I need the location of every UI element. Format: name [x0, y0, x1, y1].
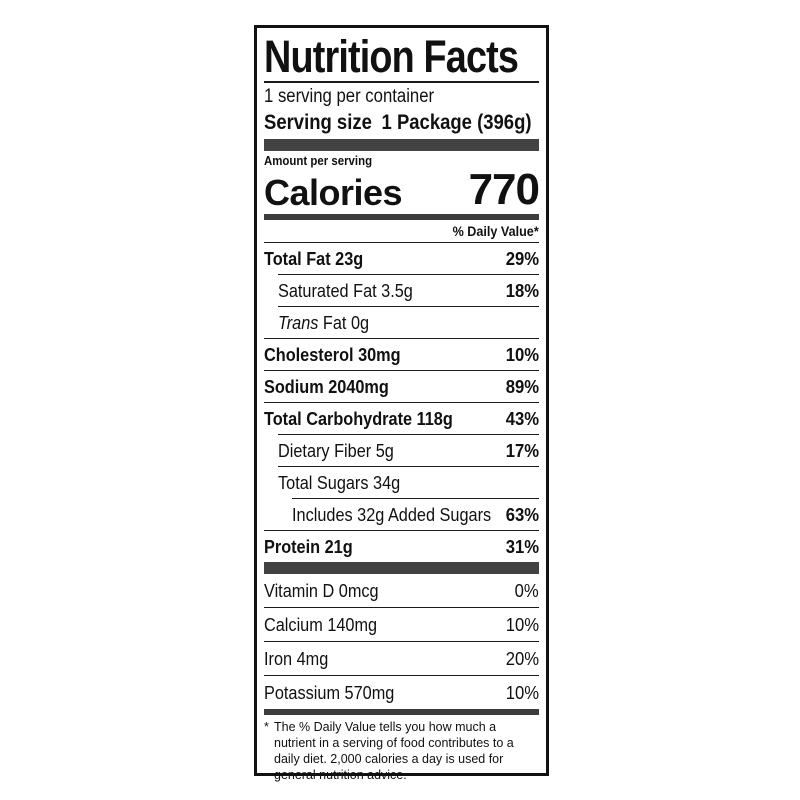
divider-after-total-carbohydrate: [278, 434, 539, 435]
total-carbohydrate-percent: 43%: [505, 408, 539, 429]
divider-after-saturated-fat: [278, 306, 539, 307]
nutrient-row-trans-fat: Trans Fat 0g: [264, 307, 539, 338]
servings-per-container-text: 1 serving per container: [264, 86, 435, 107]
calories-label: Calories: [264, 172, 403, 213]
sodium-percent: 89%: [505, 376, 539, 397]
nutrient-row-sodium: Sodium 2040mg 89%: [264, 371, 539, 402]
protein-text: Protein 21g: [264, 536, 353, 557]
footnote-text: The % Daily Value tells you how much a n…: [274, 720, 514, 782]
calcium-text: Calcium 140mg: [264, 614, 378, 635]
nutrient-row-protein: Protein 21g 31%: [264, 531, 539, 562]
nutrition-facts-label: Nutrition Facts 1 serving per container …: [254, 25, 549, 782]
vitamin-row-calcium: Calcium 140mg 10%: [264, 608, 539, 641]
calories-row: Calories 770: [264, 165, 540, 214]
vitamins-section-top-bar: [264, 562, 539, 574]
serving-size-value: 1 Package (396g): [381, 111, 532, 134]
trans-fat-rest-text: Fat 0g: [318, 312, 370, 333]
serving-size-row: Serving size 1 Package (396g): [264, 109, 539, 139]
dietary-fiber-percent: 17%: [505, 440, 539, 461]
calories-section-top-bar: [264, 139, 539, 151]
calories-bottom-bar: [264, 214, 539, 220]
daily-value-header-text: % Daily Value*: [452, 223, 539, 239]
divider-after-dietary-fiber: [278, 466, 539, 467]
added-sugars-percent: 63%: [505, 504, 539, 525]
vitamin-row-iron: Iron 4mg 20%: [264, 642, 539, 675]
total-carbohydrate-text: Total Carbohydrate 118g: [264, 408, 453, 429]
label-title-text: Nutrition Facts: [264, 32, 519, 81]
divider-after-total-sugars: [292, 498, 539, 499]
nutrient-row-cholesterol: Cholesterol 30mg 10%: [264, 339, 539, 370]
total-fat-text: Total Fat 23g: [264, 248, 364, 269]
vitamin-row-potassium: Potassium 570mg 10%: [264, 676, 539, 709]
total-sugars-text: Total Sugars 34g: [278, 472, 401, 493]
saturated-fat-percent: 18%: [505, 280, 539, 301]
amount-per-serving-text: Amount per serving: [264, 153, 373, 168]
nutrient-row-total-sugars: Total Sugars 34g: [264, 467, 539, 498]
saturated-fat-text: Saturated Fat 3.5g: [278, 280, 413, 301]
potassium-percent: 10%: [505, 682, 539, 703]
nutrient-row-added-sugars: Includes 32g Added Sugars 63%: [264, 499, 539, 530]
footnote: * The % Daily Value tells you how much a…: [264, 715, 539, 783]
vitamin-row-vitamin-d: Vitamin D 0mcg 0%: [264, 574, 539, 607]
title-divider: [264, 81, 539, 83]
potassium-text: Potassium 570mg: [264, 682, 395, 703]
nutrient-row-total-carbohydrate: Total Carbohydrate 118g 43%: [264, 403, 539, 434]
dietary-fiber-text: Dietary Fiber 5g: [278, 440, 394, 461]
servings-per-container-row: 1 serving per container: [264, 83, 539, 109]
daily-value-divider: [264, 242, 539, 243]
total-fat-percent: 29%: [505, 248, 539, 269]
trans-fat-italic-text: Trans: [278, 312, 319, 333]
divider-after-added-sugars: [264, 530, 539, 531]
nutrient-row-total-fat: Total Fat 23g 29%: [264, 243, 539, 274]
serving-size-label: Serving size: [264, 111, 372, 134]
footnote-top-bar: [264, 709, 539, 715]
added-sugars-text: Includes 32g Added Sugars: [292, 504, 492, 525]
vitamin-d-percent: 0%: [514, 580, 539, 601]
nutrient-row-saturated-fat: Saturated Fat 3.5g 18%: [264, 275, 539, 306]
divider-after-calcium: [264, 641, 539, 642]
divider-after-vitamin-d: [264, 607, 539, 608]
calories-value: 770: [468, 165, 540, 214]
divider-after-sodium: [264, 402, 539, 403]
daily-value-header-row: % Daily Value*: [264, 220, 539, 242]
cholesterol-text: Cholesterol 30mg: [264, 344, 401, 365]
nutrient-row-dietary-fiber: Dietary Fiber 5g 17%: [264, 435, 539, 466]
label-title: Nutrition Facts: [264, 32, 539, 81]
sodium-text: Sodium 2040mg: [264, 376, 389, 397]
divider-after-trans-fat: [264, 338, 539, 339]
iron-text: Iron 4mg: [264, 648, 329, 669]
calcium-percent: 10%: [505, 614, 539, 635]
divider-after-total-fat: [278, 274, 539, 275]
iron-percent: 20%: [505, 648, 539, 669]
divider-after-iron: [264, 675, 539, 676]
amount-per-serving-row: Amount per serving: [264, 151, 539, 168]
cholesterol-percent: 10%: [505, 344, 539, 365]
divider-after-cholesterol: [264, 370, 539, 371]
vitamin-d-text: Vitamin D 0mcg: [264, 580, 379, 601]
protein-percent: 31%: [505, 536, 539, 557]
footnote-asterisk: *: [264, 720, 269, 734]
